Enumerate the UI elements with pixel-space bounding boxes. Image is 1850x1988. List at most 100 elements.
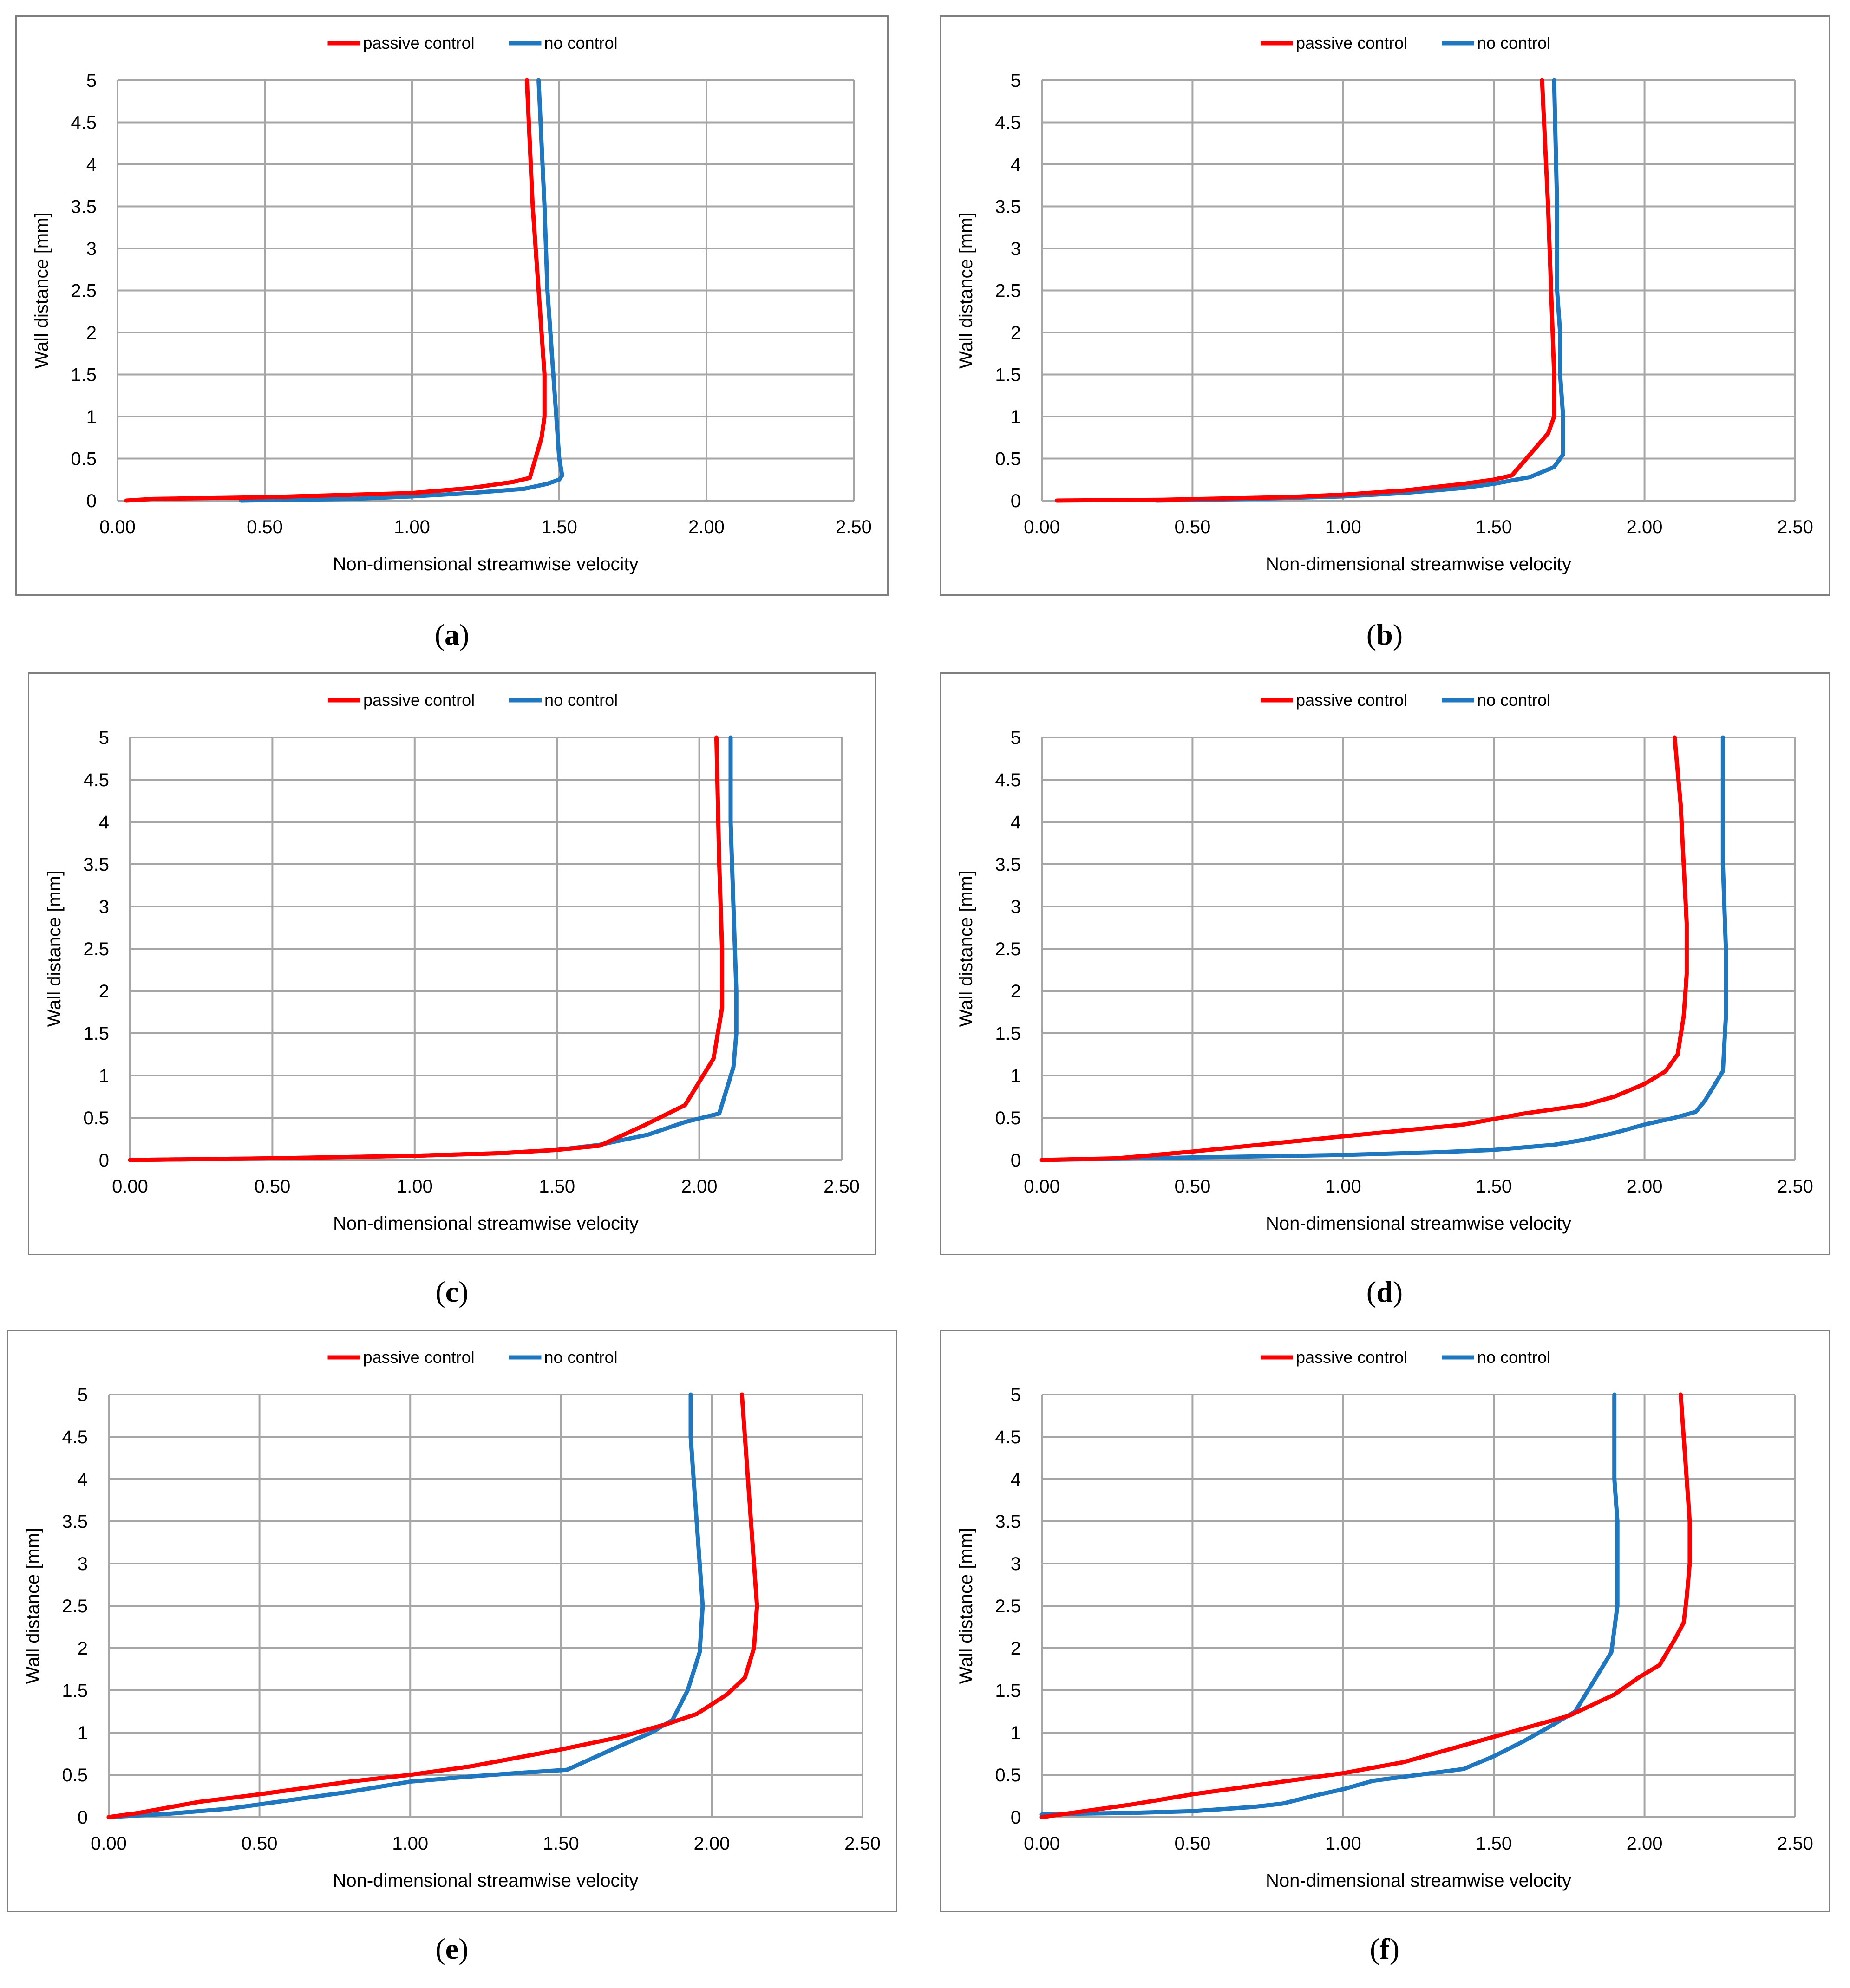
y-tick-label: 4 [1011, 812, 1021, 833]
y-tick-label: 1 [99, 1066, 109, 1086]
y-axis-label: Wall distance [mm] [23, 1528, 43, 1684]
x-tick-label: 1.50 [1476, 517, 1512, 537]
y-tick-label: 1.5 [71, 365, 97, 385]
x-tick-label: 1.50 [539, 1176, 575, 1197]
x-tick-label: 2.00 [688, 517, 725, 537]
y-tick-label: 5 [1011, 728, 1021, 748]
y-tick-label: 2 [1011, 323, 1021, 343]
legend-label-passive: passive control [1296, 691, 1407, 710]
y-tick-label: 3.5 [83, 854, 109, 875]
x-tick-label: 0.50 [254, 1176, 290, 1197]
series-line-passive [106, 1392, 759, 1819]
y-tick-label: 4.5 [71, 113, 97, 133]
y-tick-label: 2 [78, 1638, 88, 1659]
y-tick-label: 4 [86, 155, 97, 175]
x-tick-label: 1.00 [397, 1176, 433, 1197]
series-line-passive [1039, 1392, 1692, 1819]
caption: (a) [434, 618, 470, 651]
x-tick-label: 2.00 [1627, 517, 1663, 537]
legend-label-none: no control [1477, 1348, 1550, 1367]
caption: (b) [1366, 618, 1403, 651]
y-tick-label: 5 [1011, 71, 1021, 91]
y-tick-label: 2.5 [995, 281, 1021, 301]
y-tick-label: 0 [1011, 1807, 1021, 1828]
x-tick-label: 1.50 [541, 517, 577, 537]
y-tick-label: 3 [1011, 1554, 1021, 1574]
y-tick-label: 4 [78, 1469, 88, 1490]
x-axis-label: Non-dimensional streamwise velocity [333, 1871, 638, 1891]
x-tick-label: 0.50 [242, 1833, 278, 1854]
y-tick-label: 4.5 [995, 770, 1021, 790]
legend-label-none: no control [544, 691, 618, 710]
x-tick-label: 2.00 [1627, 1176, 1663, 1197]
series-line-none [239, 78, 564, 503]
caption: (d) [1366, 1275, 1403, 1308]
y-tick-label: 4.5 [995, 1427, 1021, 1447]
y-tick-label: 4 [99, 812, 109, 833]
y-tick-label: 3 [1011, 897, 1021, 917]
y-tick-label: 1.5 [995, 1681, 1021, 1701]
legend-label-passive: passive control [1296, 1348, 1407, 1367]
y-tick-label: 3.5 [62, 1512, 88, 1532]
x-tick-label: 2.50 [1777, 1176, 1813, 1197]
y-tick-label: 2 [1011, 981, 1021, 1002]
x-tick-label: 0.50 [1174, 1176, 1210, 1197]
caption: (e) [435, 1932, 469, 1965]
x-tick-label: 2.50 [1777, 1833, 1813, 1854]
x-tick-label: 0.00 [1024, 1833, 1060, 1854]
series-line-none [106, 1392, 705, 1819]
y-tick-label: 1.5 [995, 1023, 1021, 1044]
legend-label-none: no control [1477, 691, 1550, 710]
y-tick-label: 0 [1011, 491, 1021, 511]
y-tick-label: 5 [86, 71, 97, 91]
x-tick-label: 0.00 [99, 517, 136, 537]
y-tick-label: 2.5 [995, 1596, 1021, 1616]
legend-label-passive: passive control [363, 1348, 475, 1367]
series-line-passive [124, 78, 547, 503]
x-tick-label: 1.50 [1476, 1176, 1512, 1197]
y-tick-label: 2 [99, 981, 109, 1002]
y-tick-label: 0 [78, 1807, 88, 1828]
y-tick-label: 0.5 [995, 1765, 1021, 1786]
x-tick-label: 1.00 [1325, 517, 1361, 537]
legend-label-none: no control [544, 33, 618, 52]
series-line-none [1039, 735, 1728, 1162]
y-tick-label: 5 [1011, 1385, 1021, 1405]
x-tick-label: 2.50 [1777, 517, 1813, 537]
y-axis-label: Wall distance [mm] [956, 1528, 976, 1684]
x-tick-label: 0.50 [1174, 1833, 1210, 1854]
legend-label-passive: passive control [363, 33, 475, 52]
x-tick-label: 1.00 [1325, 1833, 1361, 1854]
y-tick-label: 0.5 [62, 1765, 88, 1786]
y-axis-label: Wall distance [mm] [32, 212, 52, 368]
x-tick-label: 1.50 [543, 1833, 579, 1854]
y-tick-label: 1.5 [83, 1023, 109, 1044]
y-tick-label: 3 [86, 239, 97, 259]
x-tick-label: 1.50 [1476, 1833, 1512, 1854]
series-line-passive [1054, 78, 1556, 503]
y-tick-label: 3 [1011, 239, 1021, 259]
y-tick-label: 3.5 [995, 1512, 1021, 1532]
x-tick-label: 1.00 [392, 1833, 428, 1854]
y-tick-label: 2.5 [62, 1596, 88, 1616]
x-tick-label: 2.50 [836, 517, 872, 537]
x-tick-label: 0.00 [1024, 517, 1060, 537]
y-tick-label: 1 [1011, 1066, 1021, 1086]
x-tick-label: 0.00 [91, 1833, 127, 1854]
y-tick-label: 2.5 [995, 939, 1021, 959]
y-tick-label: 0.5 [995, 449, 1021, 469]
y-tick-label: 0 [99, 1150, 109, 1171]
y-tick-label: 2 [1011, 1638, 1021, 1659]
x-tick-label: 1.00 [1325, 1176, 1361, 1197]
x-tick-label: 0.00 [112, 1176, 148, 1197]
x-tick-label: 2.00 [1627, 1833, 1663, 1854]
y-tick-label: 0.5 [71, 449, 97, 469]
y-tick-label: 0 [1011, 1150, 1021, 1171]
x-axis-label: Non-dimensional streamwise velocity [1266, 554, 1571, 574]
y-tick-label: 4.5 [83, 770, 109, 790]
y-tick-label: 1 [1011, 1723, 1021, 1743]
